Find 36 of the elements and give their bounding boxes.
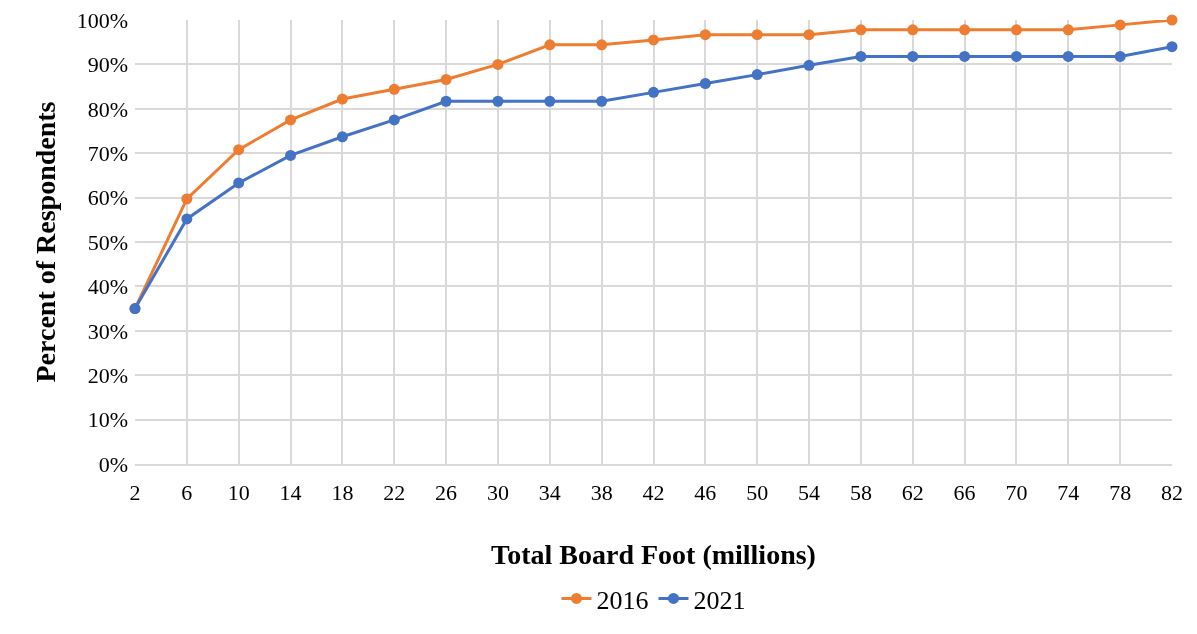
x-tick-label: 26	[435, 480, 458, 506]
x-tick-label: 6	[181, 480, 193, 506]
y-tick-label: 90%	[87, 52, 128, 78]
y-tick-label: 40%	[87, 274, 128, 300]
x-tick-label: 42	[642, 480, 665, 506]
x-tick-label: 50	[746, 480, 769, 506]
x-tick-label: 54	[798, 480, 821, 506]
x-tick-label: 70	[1005, 480, 1028, 506]
y-tick-label: 0%	[98, 451, 128, 477]
y-tick-label: 20%	[87, 362, 128, 388]
x-tick-label: 30	[486, 480, 509, 506]
x-tick-label: 66	[953, 480, 976, 506]
x-tick-label: 38	[590, 480, 613, 506]
x-tick-label: 14	[279, 480, 302, 506]
y-tick-label: 50%	[87, 229, 128, 255]
x-tick-label: 18	[331, 480, 354, 506]
y-axis-title: Percent of Respondents	[30, 101, 62, 383]
x-tick-label: 10	[227, 480, 250, 506]
x-tick-label: 22	[383, 480, 406, 506]
y-tick-label: 60%	[87, 185, 128, 211]
x-tick-label: 62	[901, 480, 924, 506]
legend-label: 2021	[693, 585, 746, 615]
y-tick-label: 70%	[87, 140, 128, 166]
y-tick-label: 100%	[76, 7, 128, 33]
x-tick-label: 58	[849, 480, 872, 506]
y-tick-label: 80%	[87, 96, 128, 122]
x-tick-label: 2	[129, 480, 141, 506]
x-axis-title: Total Board Foot (millions)	[491, 538, 816, 570]
legend-label: 2016	[596, 585, 649, 615]
x-tick-label: 46	[694, 480, 717, 506]
x-tick-label: 78	[1109, 480, 1132, 506]
x-tick-label: 34	[538, 480, 561, 506]
y-tick-label: 30%	[87, 318, 128, 344]
x-tick-label: 74	[1057, 480, 1080, 506]
y-tick-label: 10%	[87, 407, 128, 433]
x-tick-label: 82	[1161, 480, 1183, 506]
